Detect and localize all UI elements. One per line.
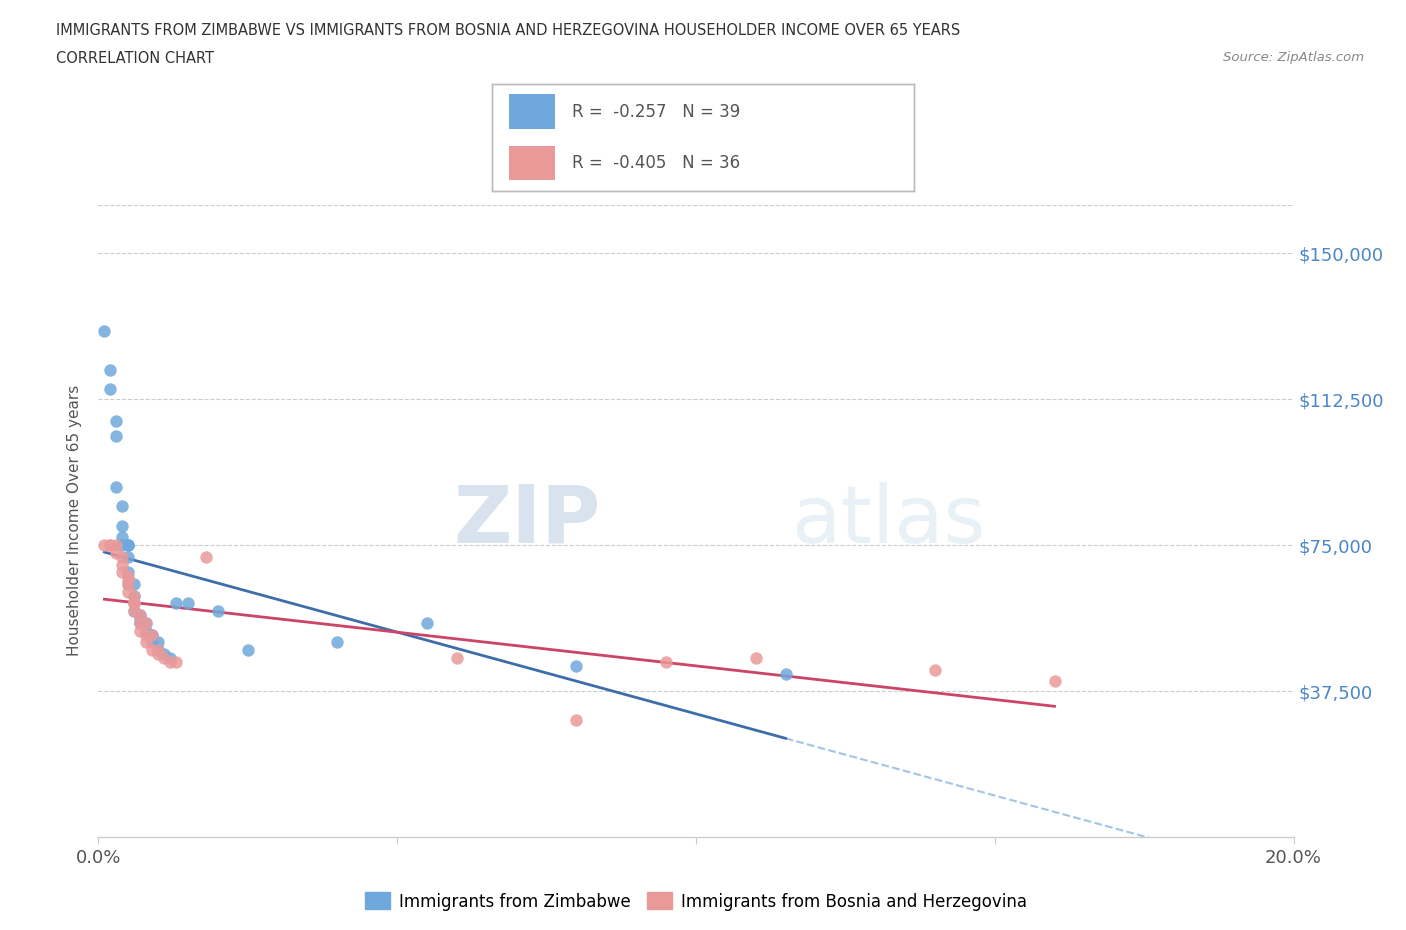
Point xyxy=(148,646,170,661)
Point xyxy=(135,616,157,631)
Point xyxy=(117,565,139,579)
Point xyxy=(105,538,128,552)
Point xyxy=(100,538,122,552)
Point xyxy=(117,577,139,591)
Point xyxy=(111,530,134,545)
Point xyxy=(195,550,218,565)
Point xyxy=(124,596,146,611)
Point xyxy=(129,607,152,622)
Point xyxy=(159,655,181,670)
Point xyxy=(100,363,122,378)
Point xyxy=(135,623,157,638)
Point xyxy=(105,413,128,428)
Point xyxy=(416,616,439,631)
FancyBboxPatch shape xyxy=(509,146,555,180)
Point xyxy=(135,616,157,631)
Point xyxy=(165,655,187,670)
Text: Source: ZipAtlas.com: Source: ZipAtlas.com xyxy=(1223,51,1364,64)
Point xyxy=(775,666,797,681)
Point xyxy=(141,627,163,642)
Point xyxy=(117,538,139,552)
Point xyxy=(135,635,157,650)
Text: R =  -0.405   N = 36: R = -0.405 N = 36 xyxy=(572,153,741,172)
FancyBboxPatch shape xyxy=(509,95,555,128)
Point xyxy=(129,616,152,631)
Point xyxy=(1043,674,1066,689)
Point xyxy=(117,538,139,552)
Point xyxy=(93,324,115,339)
Point xyxy=(236,643,259,658)
Point xyxy=(124,596,146,611)
Point xyxy=(159,651,181,666)
Point xyxy=(207,604,229,618)
Point xyxy=(117,573,139,588)
Y-axis label: Householder Income Over 65 years: Householder Income Over 65 years xyxy=(67,385,83,657)
Legend: Immigrants from Zimbabwe, Immigrants from Bosnia and Herzegovina: Immigrants from Zimbabwe, Immigrants fro… xyxy=(359,885,1033,917)
Point xyxy=(111,565,134,579)
Point xyxy=(117,550,139,565)
Text: R =  -0.257   N = 39: R = -0.257 N = 39 xyxy=(572,102,741,121)
Point xyxy=(565,658,588,673)
Point xyxy=(111,498,134,513)
Point xyxy=(124,596,146,611)
Point xyxy=(111,518,134,533)
Point xyxy=(446,651,468,666)
Point xyxy=(129,616,152,631)
Point xyxy=(148,643,170,658)
Point xyxy=(124,577,146,591)
Point xyxy=(105,429,128,444)
Point xyxy=(655,655,678,670)
Point xyxy=(124,589,146,604)
Point xyxy=(124,604,146,618)
Text: IMMIGRANTS FROM ZIMBABWE VS IMMIGRANTS FROM BOSNIA AND HERZEGOVINA HOUSEHOLDER I: IMMIGRANTS FROM ZIMBABWE VS IMMIGRANTS F… xyxy=(56,23,960,38)
Point xyxy=(153,646,176,661)
Point xyxy=(117,538,139,552)
Point xyxy=(129,612,152,627)
Point xyxy=(117,584,139,599)
Point xyxy=(100,538,122,552)
Point xyxy=(177,596,200,611)
Point xyxy=(924,662,946,677)
Point xyxy=(326,635,349,650)
Point xyxy=(153,651,176,666)
Point xyxy=(117,577,139,591)
Point xyxy=(124,604,146,618)
Point xyxy=(111,557,134,572)
Text: CORRELATION CHART: CORRELATION CHART xyxy=(56,51,214,66)
Point xyxy=(565,712,588,727)
Point xyxy=(745,651,768,666)
Text: atlas: atlas xyxy=(792,482,986,560)
Point xyxy=(148,635,170,650)
Point xyxy=(165,596,187,611)
Point xyxy=(124,589,146,604)
Point xyxy=(93,538,115,552)
Point xyxy=(100,382,122,397)
Point xyxy=(105,479,128,494)
Text: ZIP: ZIP xyxy=(453,482,600,560)
Point xyxy=(129,623,152,638)
Point xyxy=(117,569,139,584)
Point xyxy=(148,643,170,658)
Point xyxy=(141,627,163,642)
Point xyxy=(141,643,163,658)
Point xyxy=(141,635,163,650)
Point xyxy=(111,550,134,565)
Point xyxy=(129,607,152,622)
Point xyxy=(135,627,157,642)
Point xyxy=(111,538,134,552)
Point xyxy=(105,546,128,561)
